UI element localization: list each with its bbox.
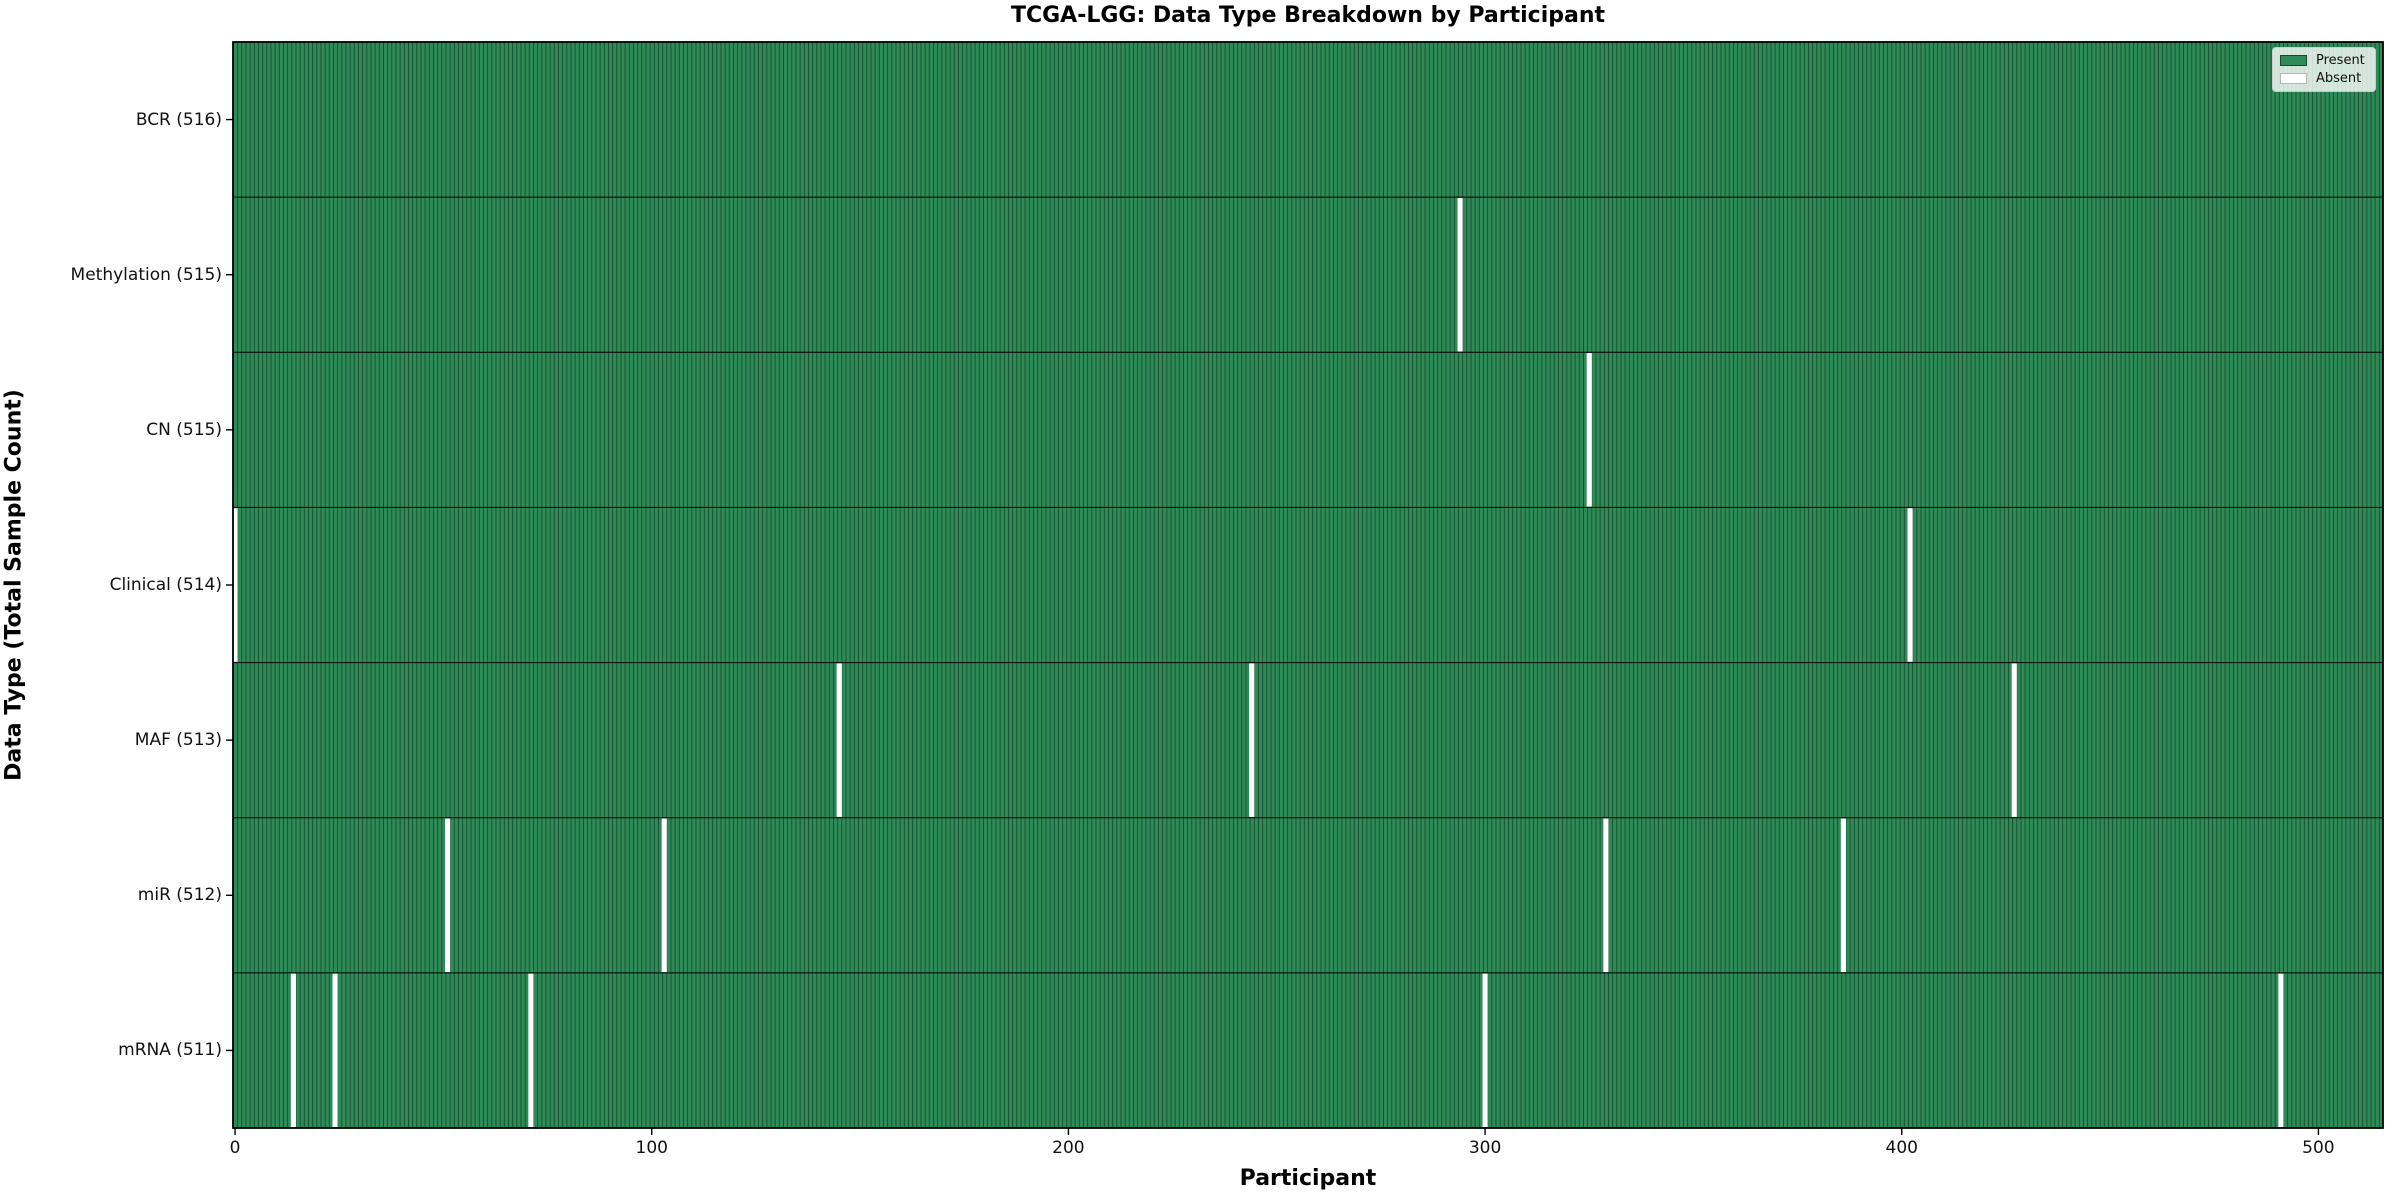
y-tick-label: MAF (513) [134, 730, 222, 751]
legend-label-present: Present [2316, 53, 2365, 68]
row-cn-515 [233, 352, 2383, 508]
absent-gap [1482, 973, 1488, 1128]
legend-label-absent: Absent [2316, 71, 2362, 86]
row-mrna-511 [233, 972, 2383, 1128]
y-tick-label: BCR (516) [135, 109, 222, 130]
absent-gap [661, 818, 667, 973]
legend: Present Absent [2272, 47, 2376, 92]
legend-item-present: Present [2280, 54, 2367, 67]
absent-gap [1907, 508, 1913, 662]
absent-gap [1249, 663, 1255, 817]
absent-gap [332, 973, 338, 1128]
absent-gap [2278, 973, 2284, 1128]
x-tick-label: 500 [2302, 1138, 2335, 1158]
present-swatch-icon [2280, 55, 2307, 66]
y-axis-label: Data Type (Total Sample Count) [1, 389, 27, 781]
chart-title: TCGA-LGG: Data Type Breakdown by Partici… [1010, 3, 1606, 28]
y-tick-label: CN (515) [146, 419, 222, 440]
absent-gap [1840, 818, 1846, 973]
x-tick-label: 400 [1885, 1138, 1918, 1158]
axes-border [232, 41, 2384, 1129]
absent-gap [1603, 818, 1609, 973]
absent-gap [1457, 197, 1463, 352]
row-maf-513 [233, 662, 2383, 818]
absent-gap [836, 663, 842, 817]
x-tick-label: 0 [229, 1138, 241, 1158]
y-tick-label: Clinical (514) [109, 575, 222, 595]
row-mir-512 [233, 817, 2383, 973]
x-axis-label: Participant [1239, 1166, 1377, 1191]
legend-item-absent: Absent [2280, 72, 2367, 85]
plot-area [226, 41, 2384, 1135]
y-tick-label: Methylation (515) [70, 264, 222, 285]
y-tick-label: miR (512) [137, 885, 222, 906]
row-bcr-516 [233, 42, 2383, 198]
absent-gap [1586, 353, 1592, 507]
x-tick-label: 100 [635, 1138, 668, 1158]
absent-gap [290, 973, 296, 1128]
y-tick-label: mRNA (511) [118, 1040, 222, 1061]
absent-gap [232, 508, 238, 662]
absent-swatch-icon [2280, 73, 2307, 84]
x-tick-label: 200 [1052, 1138, 1085, 1158]
absent-gap [445, 818, 451, 973]
row-methylation-515 [233, 197, 2383, 353]
row-clinical-514 [233, 507, 2383, 663]
absent-gap [2011, 663, 2017, 817]
absent-gap [528, 973, 534, 1128]
x-tick-label: 300 [1468, 1138, 1502, 1158]
